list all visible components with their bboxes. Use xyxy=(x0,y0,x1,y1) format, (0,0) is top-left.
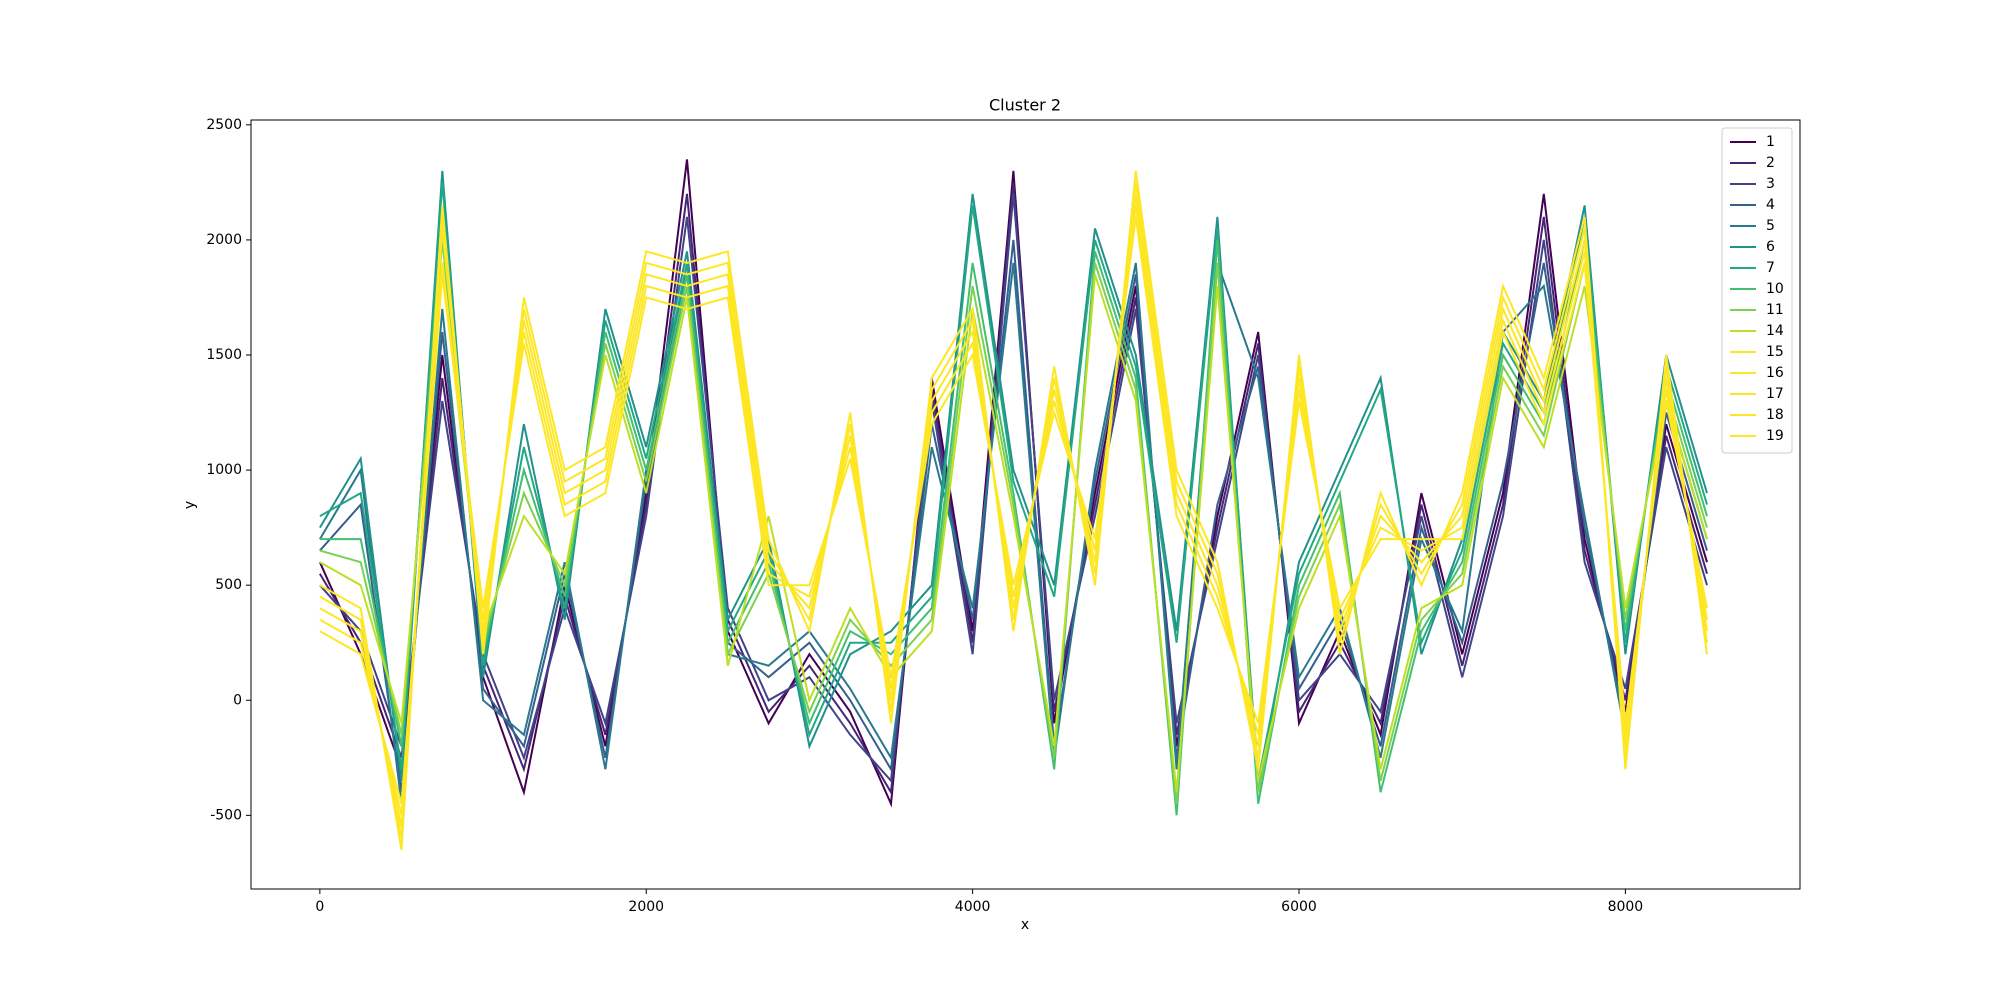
legend-label: 19 xyxy=(1766,428,1784,444)
x-tick-label: 6000 xyxy=(1281,899,1317,915)
legend-label: 14 xyxy=(1766,323,1784,339)
x-axis-label: x xyxy=(1021,917,1029,933)
legend-label: 10 xyxy=(1766,281,1784,297)
plot-frame xyxy=(250,119,1801,890)
x-tick-label: 0 xyxy=(315,899,324,915)
series-line xyxy=(319,170,1708,851)
x-tick-label: 8000 xyxy=(1608,899,1644,915)
chart-title: Cluster 2 xyxy=(989,96,1061,115)
legend-label: 6 xyxy=(1766,239,1775,255)
legend-label: 7 xyxy=(1766,260,1775,276)
legend-label: 16 xyxy=(1766,365,1784,381)
series-line xyxy=(319,205,1708,816)
legend-box xyxy=(1721,127,1793,454)
legend-label: 5 xyxy=(1766,218,1775,234)
legend-label: 3 xyxy=(1766,176,1775,192)
y-tick-label: 2000 xyxy=(206,232,242,248)
series-line xyxy=(319,193,1708,784)
legend-label: 4 xyxy=(1766,197,1775,213)
x-tick-label: 4000 xyxy=(955,899,991,915)
legend-label: 11 xyxy=(1766,302,1784,318)
legend-label: 2 xyxy=(1766,155,1775,171)
y-tick-label: 0 xyxy=(233,692,242,708)
y-axis-label: y xyxy=(182,501,198,509)
y-tick-label: 2500 xyxy=(206,117,242,133)
series-line xyxy=(319,262,1708,793)
x-tick-label: 2000 xyxy=(628,899,664,915)
legend-label: 1 xyxy=(1766,134,1775,150)
legend-label: 15 xyxy=(1766,344,1784,360)
y-tick-label: 1000 xyxy=(206,462,242,478)
y-tick-label: 1500 xyxy=(206,347,242,363)
series-line xyxy=(319,239,1708,793)
series-line xyxy=(319,193,1708,828)
series-line xyxy=(319,262,1708,804)
series-line xyxy=(319,182,1708,839)
series-line xyxy=(319,182,1708,796)
legend-label: 18 xyxy=(1766,407,1784,423)
series-line xyxy=(319,216,1708,805)
legend-label: 17 xyxy=(1766,386,1784,402)
y-tick-label: 500 xyxy=(215,577,242,593)
y-tick-label: -500 xyxy=(210,807,242,823)
